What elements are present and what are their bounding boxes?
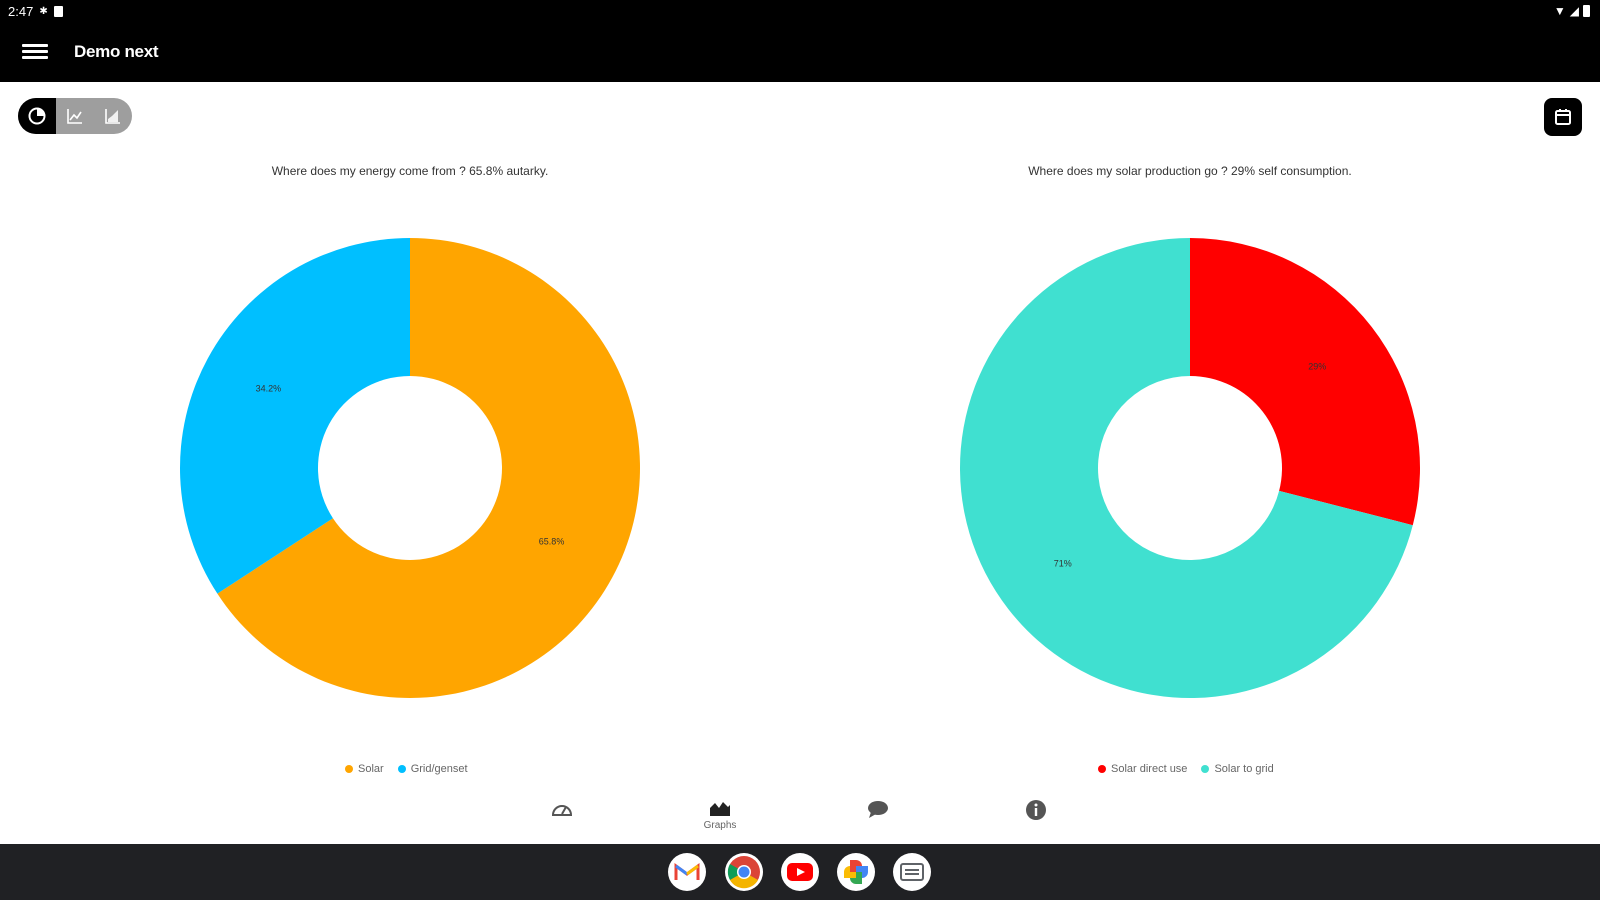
wifi-icon: ▼ [1553, 4, 1566, 18]
legend-dot-solar [345, 765, 353, 773]
chrome-icon [727, 856, 760, 889]
calendar-button[interactable] [1544, 98, 1582, 136]
settings-icon: ✱ [39, 6, 48, 17]
view-toggle-group [18, 98, 132, 134]
nav-graphs-label: Graphs [703, 820, 737, 831]
slice-label-grid-genset: 34.2% [256, 383, 282, 393]
signal-icon: ◢ [1569, 4, 1579, 18]
sd-card-icon [53, 6, 63, 17]
legend-label-solar: Solar [358, 763, 384, 775]
slice-solar-direct-use[interactable] [1190, 238, 1420, 526]
nav-chat[interactable] [838, 790, 918, 844]
app-title: Demo next [74, 42, 159, 61]
menu-icon[interactable] [22, 41, 48, 65]
pie-view-toggle[interactable] [18, 98, 56, 134]
messages-app[interactable] [893, 853, 931, 891]
legend-label-solar-to-grid: Solar to grid [1214, 763, 1274, 775]
messages-icon [900, 863, 924, 881]
slice-solar[interactable] [217, 238, 641, 698]
area-view-toggle[interactable] [94, 98, 132, 134]
youtube-icon [787, 863, 813, 881]
info-icon [1026, 800, 1046, 820]
app-dock [0, 844, 1600, 900]
chart-title-solar-destination: Where does my solar production go ? 29% … [1028, 164, 1352, 178]
nav-graphs[interactable]: Graphs [680, 790, 760, 844]
bottom-navigation: Graphs [0, 790, 1600, 844]
slice-label-solar-to-grid: 71% [1054, 559, 1072, 569]
photos-icon [844, 860, 868, 884]
legend-dot-grid-genset [397, 765, 406, 773]
solar-destination-donut-chart: 29% 71% [959, 238, 1420, 698]
calendar-icon [1555, 109, 1571, 125]
legend-item-solar[interactable]: Solar [345, 763, 384, 775]
line-chart-icon [67, 109, 82, 124]
gmail-icon [674, 863, 700, 880]
dashboard-icon [551, 805, 573, 816]
status-time: 2:47 [8, 4, 34, 19]
slice-label-solar: 65.8% [539, 537, 565, 547]
photos-app[interactable] [837, 853, 875, 891]
nav-dashboard[interactable] [522, 790, 602, 844]
gmail-app[interactable] [668, 853, 706, 891]
energy-source-donut-chart: 65.8% 34.2% [180, 238, 641, 698]
energy-source-legend: Solar Grid/genset [345, 763, 468, 775]
app-bar: Demo next [0, 24, 1600, 82]
nav-info[interactable] [996, 790, 1076, 844]
chat-icon [868, 801, 888, 818]
chrome-app[interactable] [725, 853, 763, 891]
legend-item-grid-genset[interactable]: Grid/genset [397, 763, 468, 775]
legend-dot-solar-direct-use [1098, 765, 1106, 773]
slice-label-solar-direct-use: 29% [1308, 361, 1326, 371]
legend-item-solar-direct-use[interactable]: Solar direct use [1098, 763, 1187, 775]
solar-destination-legend: Solar direct use Solar to grid [1098, 763, 1274, 775]
battery-icon [1583, 5, 1590, 17]
status-bar: 2:47 ✱ ▼ ◢ [0, 0, 1600, 24]
slice-solar-to-grid[interactable] [959, 238, 1413, 698]
line-view-toggle[interactable] [56, 98, 94, 134]
area-chart-icon [105, 109, 120, 124]
legend-item-solar-to-grid[interactable]: Solar to grid [1201, 763, 1274, 775]
legend-label-solar-direct-use: Solar direct use [1111, 763, 1188, 775]
graphs-icon [710, 802, 730, 816]
slice-grid-genset[interactable] [180, 238, 410, 594]
youtube-app[interactable] [781, 853, 819, 891]
chart-title-energy-source: Where does my energy come from ? 65.8% a… [271, 164, 549, 178]
pie-chart-icon [28, 107, 46, 125]
legend-dot-solar-to-grid [1201, 765, 1210, 773]
legend-label-grid-genset: Grid/genset [410, 763, 468, 775]
